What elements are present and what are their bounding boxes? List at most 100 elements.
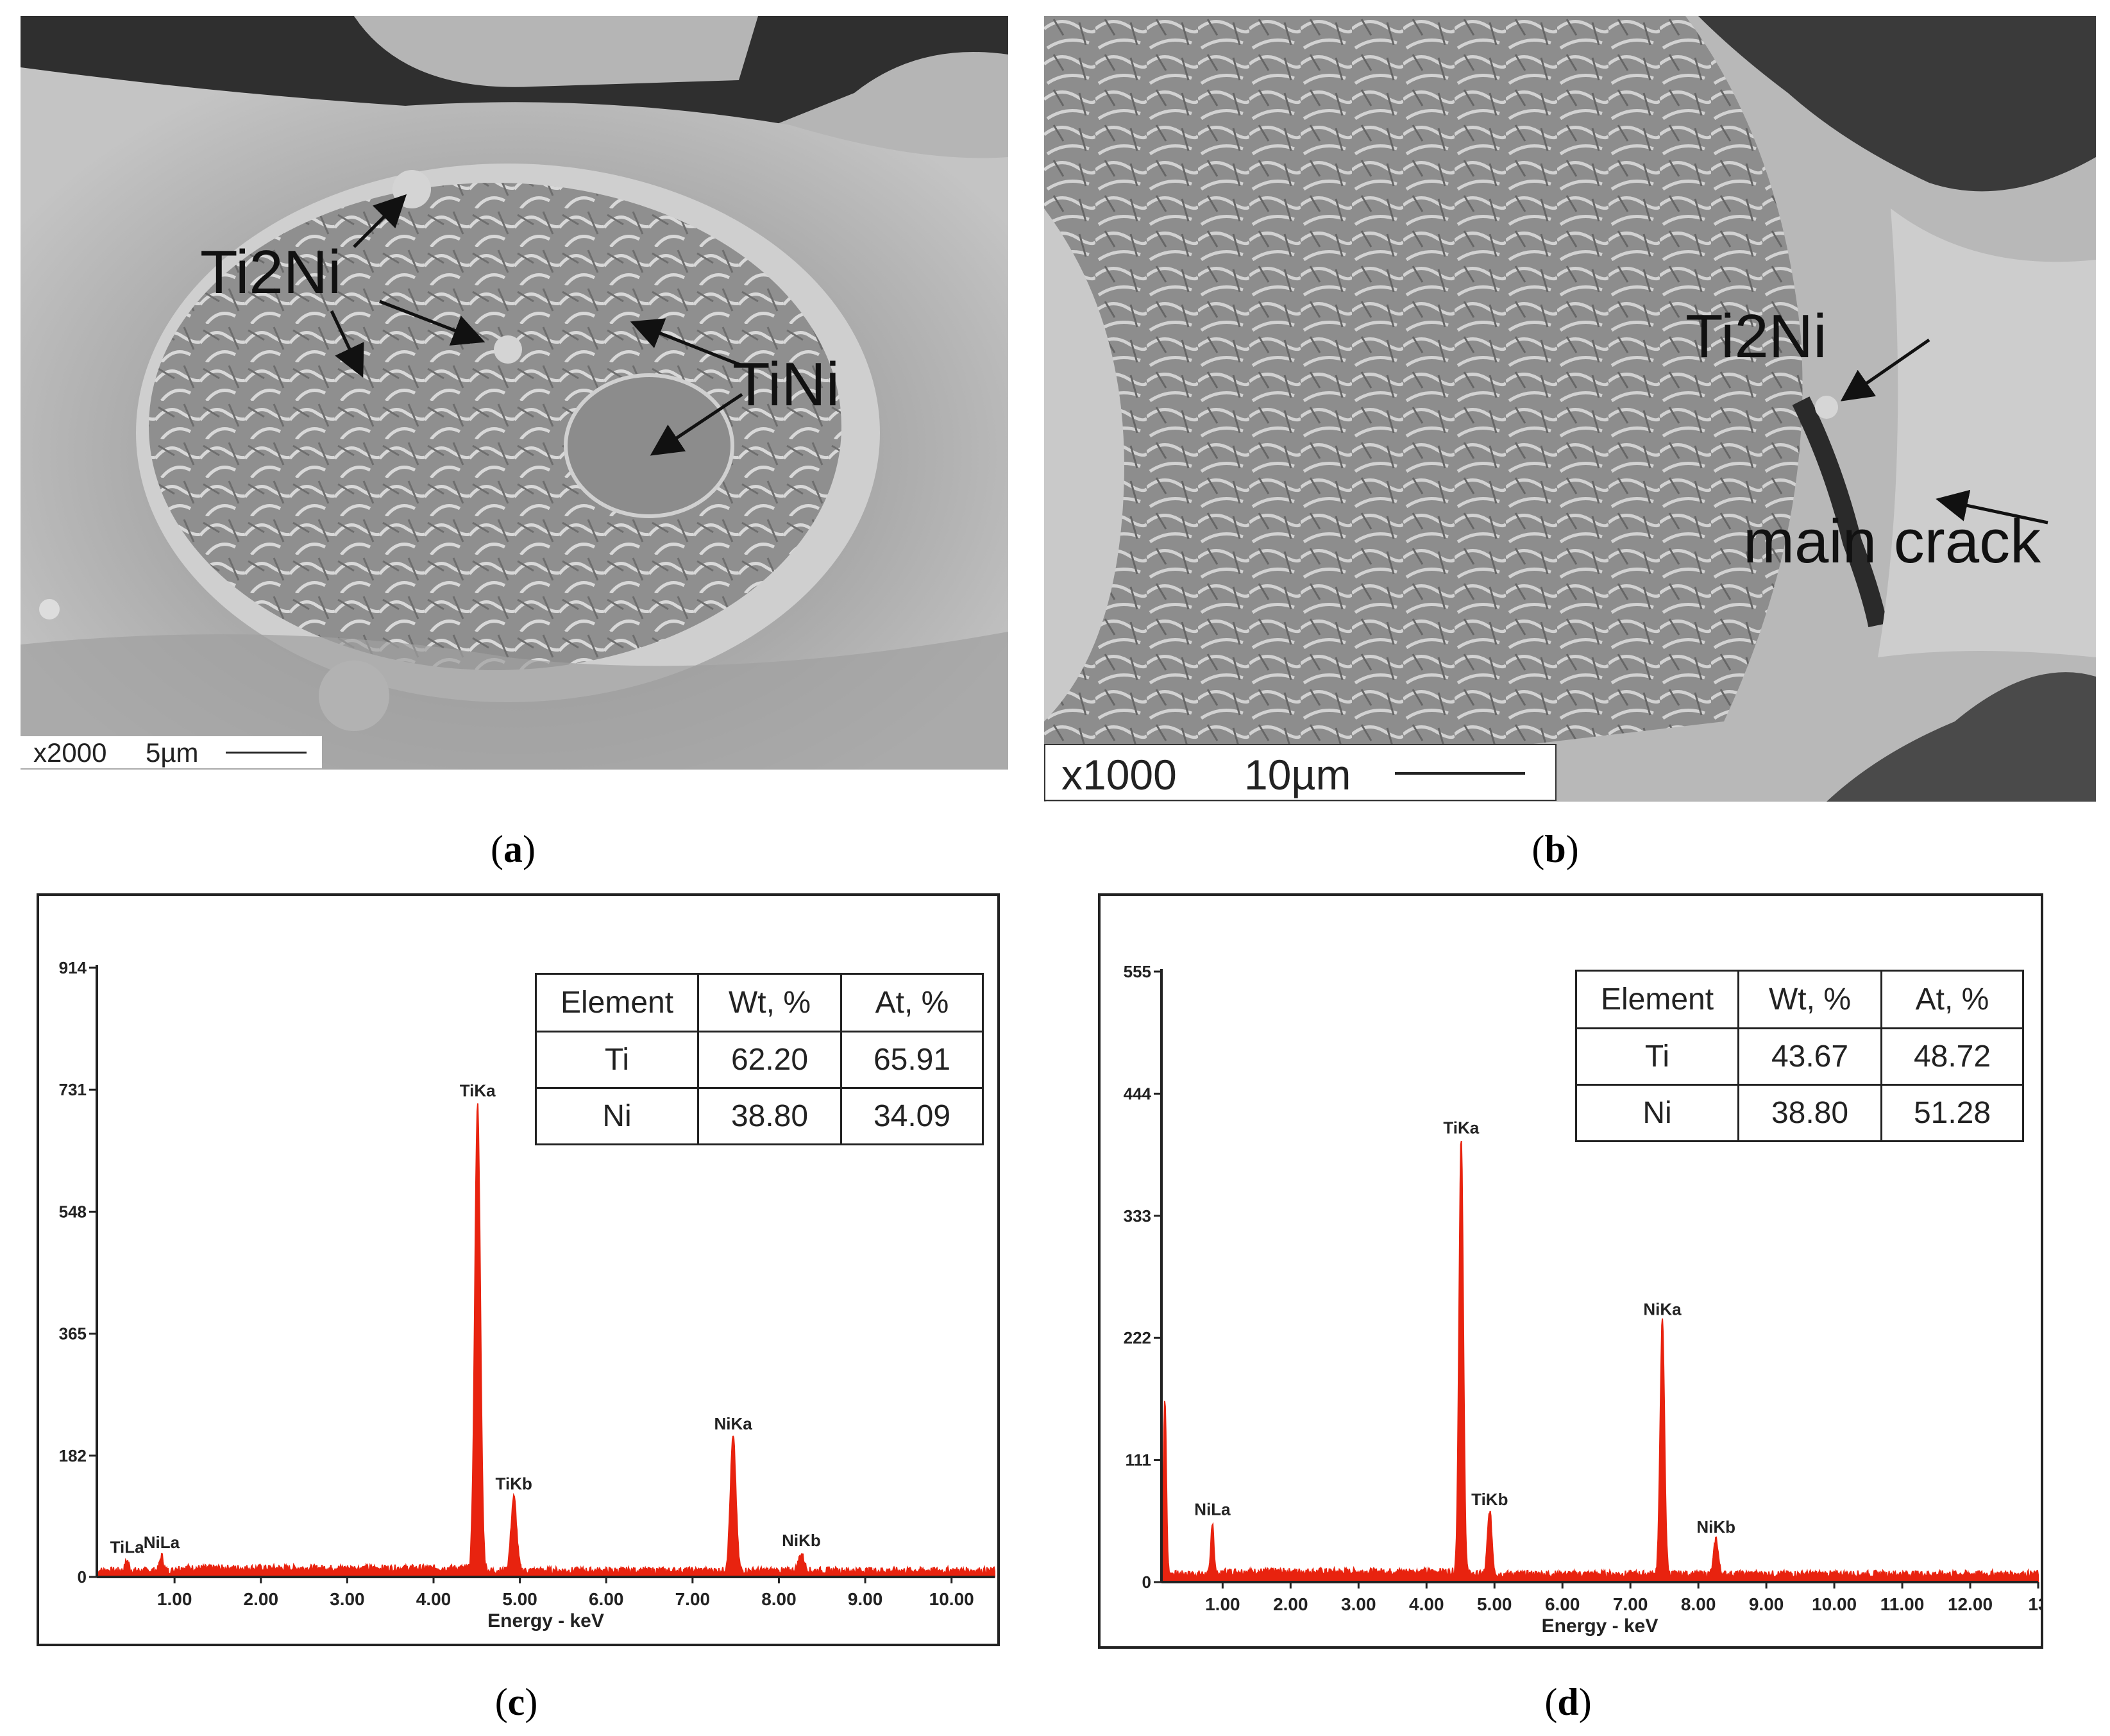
sem-texture-b (1044, 16, 2096, 802)
spectrum-series (1161, 1140, 2039, 1583)
x-tick-label: 8.00 (761, 1589, 797, 1609)
sem-image-a: Ti2Ni TiNi x2000 5µm (21, 16, 1008, 770)
eds-spectrum-c: 0 182 365 548 731 914 1.00 2.00 3.00 4.00 5.00 6.00… (37, 893, 1000, 1646)
scale-label-b: 10µm (1244, 751, 1351, 798)
x-tick-label: 5.00 (502, 1589, 537, 1609)
caption-b: (b) (1532, 828, 1579, 870)
y-tick-label: 111 (1125, 1451, 1151, 1470)
label-tini-a: TiNi (732, 350, 840, 419)
table-cell: 43.67 (1737, 1027, 1882, 1086)
composition-table-d: Element Wt, % At, % Ti 43.67 48.72 Ni 38… (1575, 970, 2024, 1142)
table-header-row: Element Wt, % At, % (535, 973, 984, 1032)
x-tick-label: 4.00 (416, 1589, 452, 1609)
scale-line-a (226, 752, 307, 754)
x-axis-label: Energy - keV (1542, 1615, 1658, 1637)
table-header-cell: Wt, % (1737, 970, 1882, 1029)
table-cell: 34.09 (840, 1087, 984, 1145)
peak-label: NiKa (1643, 1299, 1682, 1319)
peak-label: TiKb (496, 1474, 532, 1494)
table-row: Ti 62.20 65.91 (535, 1031, 984, 1089)
table-cell: Ni (1575, 1084, 1739, 1142)
eds-spectrum-d: 0 111 222 333 444 555 1.00 2.00 3.00 4.00 5.00 6.00… (1098, 893, 2043, 1649)
x-tick-label: 10.00 (1812, 1594, 1857, 1614)
x-tick-label: 8.00 (1681, 1594, 1716, 1614)
x-tick-label: 7.00 (675, 1589, 711, 1609)
label-ti2ni-a: Ti2Ni (200, 238, 342, 307)
scale-bar-b: x1000 10µm (1044, 744, 1557, 801)
x-tick-label: 6.00 (1545, 1594, 1580, 1614)
peak-label: TiLa (110, 1537, 145, 1556)
caption-d: (d) (1544, 1681, 1592, 1723)
table-header-row: Element Wt, % At, % (1575, 970, 2024, 1029)
x-tick-label: 4.00 (1409, 1594, 1444, 1614)
x-tick-label: 9.00 (1749, 1594, 1784, 1614)
eds-chart-c: 0 182 365 548 731 914 1.00 2.00 3.00 4.00 5.00 6.00… (59, 958, 995, 1631)
table-header-cell: Wt, % (697, 973, 842, 1032)
spectrum-series (96, 1103, 995, 1578)
peak-label: NiKb (782, 1531, 821, 1550)
eds-chart-d: 0 111 222 333 444 555 1.00 2.00 3.00 4.00 5.00 6.00… (1124, 962, 2041, 1637)
peak-label: TiKa (460, 1081, 496, 1100)
y-tick-label: 0 (78, 1567, 87, 1587)
caption-c: (c) (494, 1681, 538, 1723)
y-tick-label: 0 (1142, 1572, 1151, 1592)
scale-line-b (1395, 772, 1525, 775)
label-main-crack-b: main crack (1743, 507, 2041, 576)
scale-bar-a: x2000 5µm (21, 736, 322, 768)
composition-table-c: Element Wt, % At, % Ti 62.20 65.91 Ni 38… (535, 973, 984, 1145)
magnification-b: x1000 (1061, 751, 1177, 798)
table-row: Ti 43.67 48.72 (1575, 1027, 2024, 1086)
table-row: Ni 38.80 34.09 (535, 1087, 984, 1145)
peak-label: NiLa (144, 1533, 180, 1552)
table-cell: 38.80 (697, 1087, 842, 1145)
magnification-a: x2000 (33, 737, 107, 768)
y-tick-label: 222 (1124, 1328, 1151, 1347)
y-tick-label: 182 (59, 1446, 87, 1465)
table-row: Ni 38.80 51.28 (1575, 1084, 2024, 1142)
x-tick-label: 11.00 (1880, 1594, 1925, 1614)
table-header-cell: Element (1575, 970, 1739, 1029)
peak-label: NiLa (1194, 1500, 1231, 1519)
peak-label: NiKb (1696, 1517, 1735, 1537)
table-header-cell: Element (535, 973, 699, 1032)
table-header-cell: At, % (1880, 970, 2024, 1029)
x-tick-label: 3.00 (1341, 1594, 1376, 1614)
y-tick-label: 365 (59, 1324, 87, 1344)
x-tick-label: 2.00 (1273, 1594, 1308, 1614)
table-header-cell: At, % (840, 973, 984, 1032)
table-cell: 62.20 (697, 1031, 842, 1089)
y-tick-label: 333 (1124, 1206, 1151, 1226)
sem-texture-a (21, 16, 1008, 770)
sem-image-b: Ti2Ni main crack x1000 10µm (1044, 16, 2096, 802)
label-ti2ni-b: Ti2Ni (1685, 302, 1827, 371)
table-cell: Ti (1575, 1027, 1739, 1086)
table-cell: Ni (535, 1087, 699, 1145)
x-tick-label: 1.00 (1205, 1594, 1240, 1614)
peak-label: NiKa (714, 1414, 752, 1433)
x-axis-label: Energy - keV (487, 1610, 604, 1631)
x-tick-label: 6.00 (589, 1589, 624, 1609)
table-cell: 48.72 (1880, 1027, 2024, 1086)
peak-label: TiKa (1443, 1118, 1479, 1137)
x-tick-label: 7.00 (1613, 1594, 1648, 1614)
table-cell: 38.80 (1737, 1084, 1882, 1142)
x-tick-label: 13 (2028, 1594, 2041, 1614)
x-tick-label: 10.00 (929, 1589, 974, 1609)
peak-label: TiKb (1471, 1490, 1508, 1509)
y-tick-label: 731 (59, 1080, 87, 1099)
y-tick-label: 914 (59, 958, 87, 977)
table-cell: 51.28 (1880, 1084, 2024, 1142)
table-cell: 65.91 (840, 1031, 984, 1089)
x-tick-label: 9.00 (848, 1589, 883, 1609)
x-tick-label: 12.00 (1948, 1594, 1993, 1614)
y-tick-label: 444 (1124, 1084, 1152, 1103)
table-cell: Ti (535, 1031, 699, 1089)
x-tick-label: 5.00 (1477, 1594, 1512, 1614)
x-tick-label: 2.00 (244, 1589, 279, 1609)
x-tick-label: 1.00 (157, 1589, 192, 1609)
caption-a: (a) (491, 828, 536, 870)
y-tick-label: 555 (1124, 962, 1151, 981)
x-tick-label: 3.00 (330, 1589, 365, 1609)
arrows-a (330, 194, 743, 456)
y-tick-label: 548 (59, 1202, 87, 1221)
